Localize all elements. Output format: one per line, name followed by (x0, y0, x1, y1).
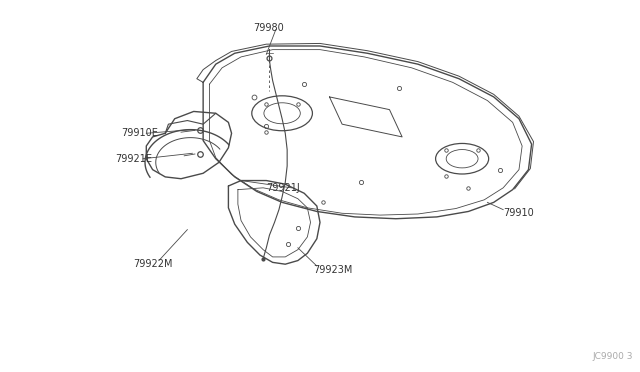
Text: 79910: 79910 (503, 208, 534, 218)
Text: JC9900 3: JC9900 3 (592, 352, 633, 361)
Text: 79923M: 79923M (314, 264, 353, 275)
Text: 79921E: 79921E (115, 154, 152, 164)
Text: 79922M: 79922M (134, 259, 173, 269)
Text: 79921J: 79921J (266, 183, 300, 193)
Text: 79910E: 79910E (121, 128, 158, 138)
Text: 79980: 79980 (253, 23, 284, 33)
